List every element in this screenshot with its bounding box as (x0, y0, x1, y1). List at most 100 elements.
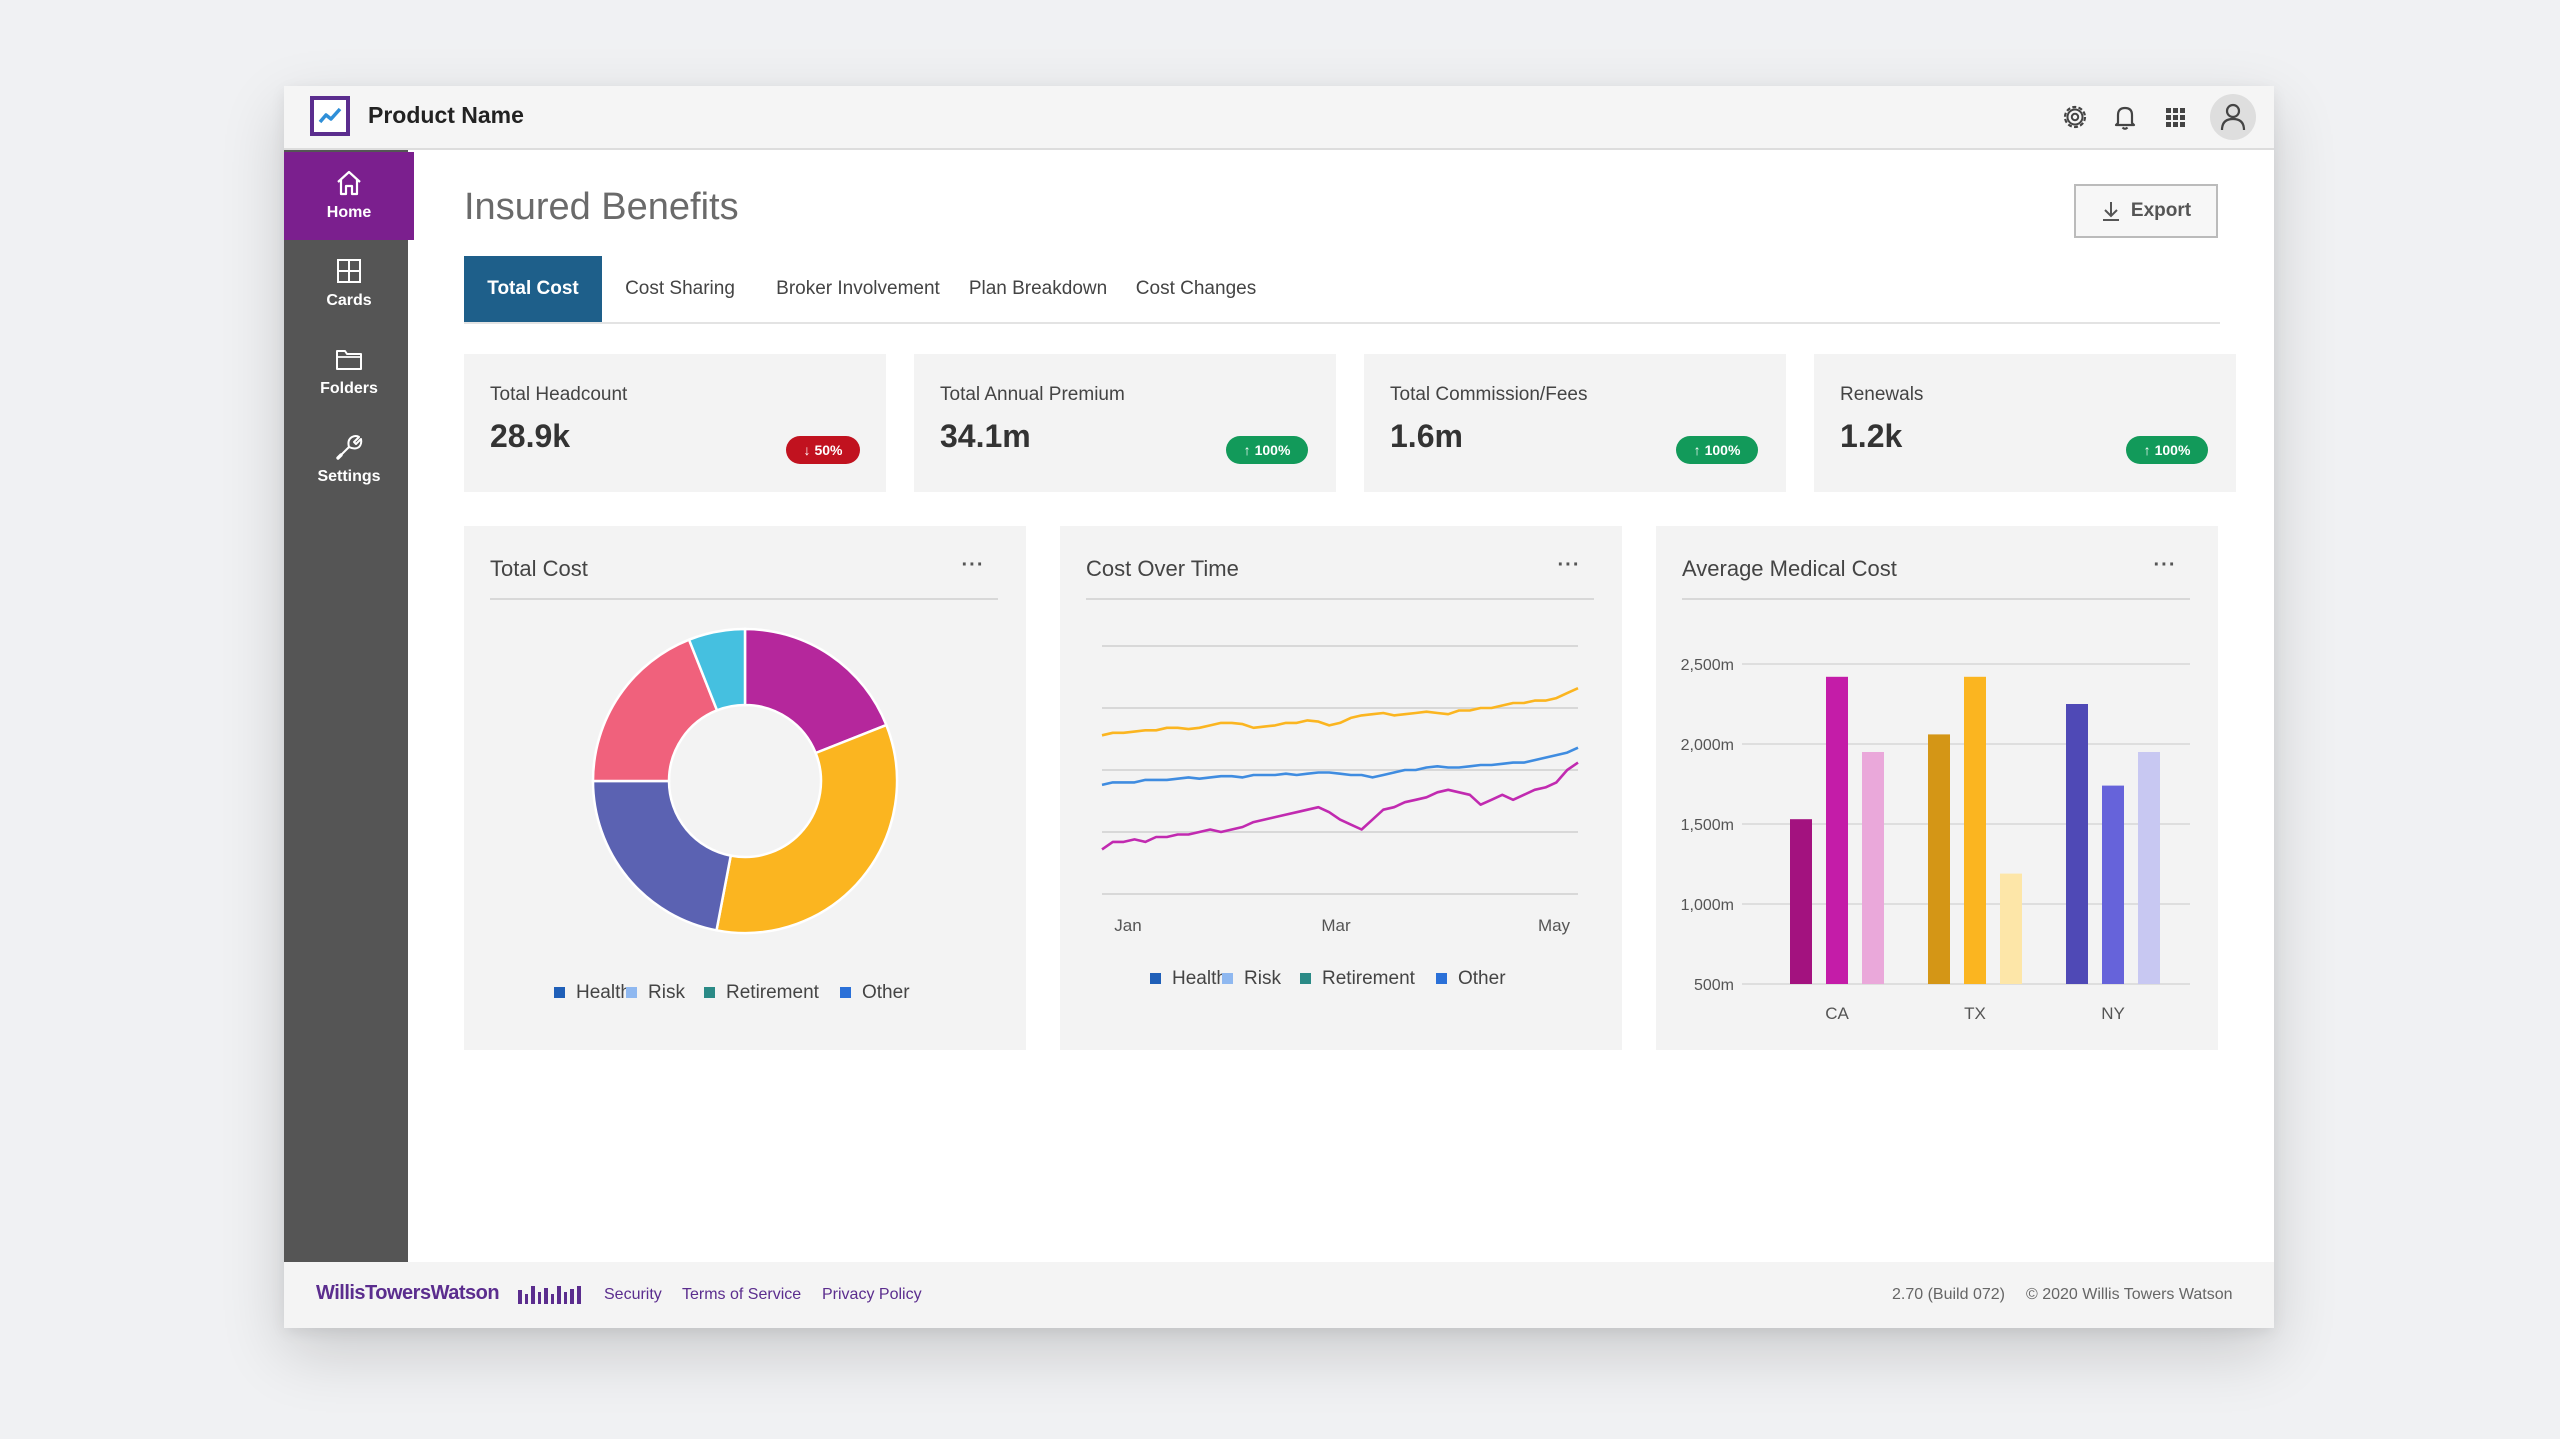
more-options-icon[interactable]: ··· (961, 554, 985, 576)
tab-cost-sharing[interactable]: Cost Sharing (625, 278, 735, 299)
build-version: 2.70 (Build 072) (1892, 1286, 2005, 1303)
x-tick-label: May (1538, 916, 1571, 935)
legend-swatch (1150, 973, 1161, 984)
legend-label: Health (1172, 968, 1227, 989)
chart-divider (1682, 598, 2190, 600)
tab-broker-involvement[interactable]: Broker Involvement (776, 278, 940, 299)
change-badge: ↑ 100% (1676, 436, 1758, 464)
change-value: 50% (814, 442, 843, 458)
tab-total-cost[interactable]: Total Cost (464, 256, 602, 322)
gear-icon[interactable] (2058, 100, 2092, 134)
chart-title: Cost Over Time (1086, 556, 1239, 581)
donut-slice (687, 627, 747, 712)
export-button[interactable]: Export (2074, 184, 2218, 238)
kpi-card-commission-fees[interactable]: Total Commission/Fees 1.6m ↑ 100% (1364, 354, 1786, 492)
kpi-card-renewals[interactable]: Renewals 1.2k ↑ 100% (1814, 354, 2236, 492)
app-window: Product Name (284, 86, 2274, 1328)
donut-slice (591, 779, 733, 932)
change-badge: ↓ 50% (786, 436, 860, 464)
export-button-label: Export (2130, 200, 2192, 221)
tab-cost-changes[interactable]: Cost Changes (1135, 278, 1257, 299)
top-bar: Product Name (284, 86, 2274, 150)
bar (1964, 676, 1986, 984)
kpi-value: 1.6m (1390, 418, 1463, 454)
series-line (1101, 687, 1579, 737)
bar-chart: 500m 1,000m 1,500m 2,000m 2,500m CA TX NY (1681, 657, 2190, 1023)
change-value: 100% (2154, 442, 2191, 458)
tab-bar: Total Cost Cost Sharing Broker Involveme… (464, 256, 2220, 324)
legend-label: Health (576, 982, 631, 1003)
bar (2102, 785, 2124, 984)
y-tick-label: 1,500m (1681, 817, 1734, 834)
page-title: Insured Benefits (464, 186, 739, 228)
footer: WillisTowersWatson Security Terms of Ser… (284, 1262, 2274, 1328)
change-value: 100% (1704, 442, 1741, 458)
grid-icon[interactable] (2158, 100, 2192, 134)
footer-link-security[interactable]: Security (604, 1286, 662, 1303)
change-value: 100% (1254, 442, 1291, 458)
bar (2000, 873, 2022, 984)
home-icon (337, 170, 361, 196)
arrow-up-icon: ↑ (1243, 442, 1251, 458)
wrench-icon (336, 435, 363, 460)
bar (1862, 752, 1884, 984)
series-line (1101, 746, 1579, 787)
x-tick-label: Jan (1114, 916, 1141, 935)
sidebar-item-label: Folders (320, 380, 378, 397)
user-icon (2220, 103, 2246, 131)
kpi-card-annual-premium[interactable]: Total Annual Premium 34.1m ↑ 100% (914, 354, 1336, 492)
legend-label: Retirement (1322, 968, 1416, 989)
kpi-value: 28.9k (490, 418, 571, 454)
chart-divider (490, 598, 998, 600)
kpi-label: Total Commission/Fees (1390, 384, 1588, 405)
x-tick-label: Mar (1321, 916, 1351, 935)
kpi-label: Total Annual Premium (940, 384, 1125, 405)
legend-label: Other (862, 982, 910, 1003)
legend-label: Retirement (726, 982, 820, 1003)
y-tick-label: 2,000m (1681, 737, 1734, 754)
sidebar-item-cards[interactable]: Cards (284, 240, 414, 328)
sidebar-item-label: Cards (326, 292, 372, 309)
y-tick-label: 1,000m (1681, 897, 1734, 914)
y-tick-label: 500m (1694, 977, 1734, 994)
change-badge: ↑ 100% (2126, 436, 2208, 464)
line-chart: Jan Mar May Health Risk Retirement Other (1101, 645, 1579, 989)
legend-swatch (1222, 973, 1233, 984)
product-name[interactable]: Product Name (368, 102, 524, 128)
copyright: © 2020 Willis Towers Watson (2026, 1286, 2233, 1303)
product-logo-icon[interactable] (310, 96, 350, 136)
tab-plan-breakdown[interactable]: Plan Breakdown (968, 278, 1108, 299)
bar (1790, 819, 1812, 984)
legend-swatch (554, 987, 565, 998)
user-avatar[interactable] (2210, 94, 2256, 140)
legend-swatch (704, 987, 715, 998)
kpi-label: Total Headcount (490, 384, 628, 405)
donut-chart: Health Risk Retirement Other (554, 627, 910, 1003)
footer-link-privacy[interactable]: Privacy Policy (822, 1286, 922, 1303)
chart-title: Total Cost (490, 556, 588, 581)
bar (2138, 752, 2160, 984)
legend-swatch (626, 987, 637, 998)
y-tick-label: 2,500m (1681, 657, 1734, 674)
sidebar-item-settings[interactable]: Settings (284, 416, 414, 504)
legend-label: Risk (648, 982, 685, 1003)
kpi-label: Renewals (1840, 384, 1924, 405)
footer-link-terms[interactable]: Terms of Service (682, 1286, 802, 1303)
bar (1826, 676, 1848, 984)
kpi-card-headcount[interactable]: Total Headcount 28.9k ↓ 50% (464, 354, 886, 492)
kpi-value: 34.1m (940, 418, 1031, 454)
sidebar-item-label: Settings (317, 468, 381, 485)
series-line (1101, 761, 1579, 851)
more-options-icon[interactable]: ··· (2153, 554, 2177, 576)
brand-logo: WillisTowersWatson (316, 1282, 500, 1304)
arrow-down-icon: ↓ (803, 442, 811, 458)
donut-slice (743, 627, 888, 755)
sidebar-item-home[interactable]: Home (284, 152, 414, 240)
sidebar-item-folders[interactable]: Folders (284, 328, 414, 416)
more-options-icon[interactable]: ··· (1557, 554, 1581, 576)
change-badge: ↑ 100% (1226, 436, 1308, 464)
x-tick-label: CA (1825, 1004, 1849, 1023)
arrow-up-icon: ↑ (2143, 442, 2151, 458)
bell-icon[interactable] (2108, 100, 2142, 134)
bar (1928, 734, 1950, 984)
